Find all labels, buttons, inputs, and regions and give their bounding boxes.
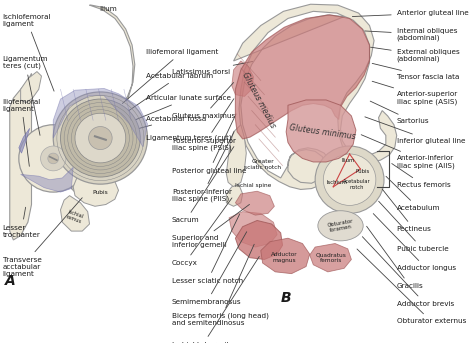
- Text: Lesser
trochanter: Lesser trochanter: [2, 207, 40, 238]
- Text: Iliofemoral ligament: Iliofemoral ligament: [122, 49, 218, 104]
- Text: Superior and
inferior gemelli: Superior and inferior gemelli: [172, 204, 249, 248]
- Polygon shape: [21, 167, 73, 192]
- Text: Gluteus minimus: Gluteus minimus: [289, 123, 356, 141]
- Polygon shape: [73, 174, 118, 206]
- Text: Sacrum: Sacrum: [172, 146, 234, 224]
- Circle shape: [323, 154, 376, 205]
- Polygon shape: [70, 5, 135, 196]
- Text: Ischial tuberosity: Ischial tuberosity: [172, 257, 259, 343]
- Circle shape: [53, 92, 147, 184]
- Polygon shape: [261, 238, 310, 274]
- Text: Tensor fascia lata: Tensor fascia lata: [372, 63, 459, 80]
- Text: Adductor longus: Adductor longus: [373, 214, 456, 271]
- Circle shape: [61, 99, 140, 177]
- Text: Anterior-superior
iliac spine (ASIS): Anterior-superior iliac spine (ASIS): [372, 81, 458, 105]
- Text: Coccyx: Coccyx: [172, 198, 232, 266]
- Text: Inferior gluteal line: Inferior gluteal line: [365, 117, 465, 144]
- Text: Obturator
foramen: Obturator foramen: [327, 218, 355, 233]
- Polygon shape: [53, 88, 147, 147]
- Polygon shape: [236, 221, 283, 259]
- Ellipse shape: [318, 211, 363, 241]
- Text: Latissimus dorsi: Latissimus dorsi: [172, 61, 253, 74]
- Circle shape: [89, 127, 112, 150]
- Text: Ischiofemoral
ligament: Ischiofemoral ligament: [2, 14, 54, 91]
- Polygon shape: [19, 128, 30, 153]
- Polygon shape: [234, 4, 397, 189]
- Polygon shape: [227, 125, 246, 187]
- Text: Gluteus medius: Gluteus medius: [240, 71, 277, 129]
- Circle shape: [19, 125, 88, 192]
- Text: Ischial spine: Ischial spine: [235, 182, 272, 188]
- Polygon shape: [286, 100, 356, 162]
- Circle shape: [48, 153, 59, 164]
- Text: Gluteus maximus: Gluteus maximus: [172, 83, 235, 119]
- Text: Adductor
magnus: Adductor magnus: [271, 252, 298, 263]
- Text: Articular lunate surface: Articular lunate surface: [119, 95, 231, 126]
- Text: Ligamentum teres (cut): Ligamentum teres (cut): [112, 135, 231, 144]
- Polygon shape: [236, 15, 370, 139]
- Polygon shape: [229, 212, 277, 247]
- Text: Acetabulum: Acetabulum: [386, 176, 440, 211]
- Text: Ligamentum
teres (cut): Ligamentum teres (cut): [2, 56, 48, 135]
- Polygon shape: [21, 72, 41, 103]
- Text: Adductor brevis: Adductor brevis: [362, 237, 454, 307]
- Text: Anterior gluteal line: Anterior gluteal line: [352, 10, 468, 16]
- Text: Gracilis: Gracilis: [366, 226, 423, 289]
- Text: Posterior-inferior
iliac spine (PIIS): Posterior-inferior iliac spine (PIIS): [172, 132, 234, 202]
- Text: Posterior gluteal line: Posterior gluteal line: [172, 114, 246, 174]
- Text: Pectineus: Pectineus: [382, 189, 431, 232]
- Text: Iliofemoral
ligament: Iliofemoral ligament: [2, 99, 41, 166]
- Text: Acetabular fossa: Acetabular fossa: [116, 116, 206, 135]
- Text: Lesser sciatic notch: Lesser sciatic notch: [172, 214, 243, 284]
- Polygon shape: [10, 73, 31, 240]
- Text: Rectus femoris: Rectus femoris: [392, 164, 450, 188]
- Text: Semimembranosus: Semimembranosus: [172, 232, 246, 305]
- Polygon shape: [310, 244, 351, 272]
- Text: Pubic tubercle: Pubic tubercle: [379, 201, 448, 252]
- Circle shape: [75, 113, 126, 163]
- Text: B: B: [281, 291, 292, 305]
- Text: Ilium: Ilium: [99, 6, 117, 12]
- Text: Posterior-superior
iliac spine (PSIS): Posterior-superior iliac spine (PSIS): [172, 99, 236, 151]
- Polygon shape: [61, 196, 90, 231]
- Polygon shape: [232, 61, 254, 96]
- Text: Biceps femoris (long head)
and semitendinosus: Biceps femoris (long head) and semitendi…: [172, 244, 269, 327]
- Text: Quadratus
femoris: Quadratus femoris: [316, 252, 347, 263]
- Circle shape: [315, 146, 384, 213]
- Text: External obliques
(abdominal): External obliques (abdominal): [371, 47, 459, 62]
- Text: Acetabular labrum: Acetabular labrum: [121, 73, 213, 116]
- Text: Ilium: Ilium: [341, 158, 355, 163]
- Circle shape: [41, 146, 66, 171]
- Text: Anterior-inferior
iliac spine (AIIS): Anterior-inferior iliac spine (AIIS): [361, 135, 455, 169]
- Polygon shape: [236, 191, 274, 215]
- Text: Ischium: Ischium: [327, 180, 347, 185]
- Text: Transverse
acctabular
ligament: Transverse acctabular ligament: [2, 198, 82, 276]
- Text: Pubis: Pubis: [92, 190, 108, 194]
- Text: A: A: [5, 274, 16, 288]
- Text: Pubis: Pubis: [355, 169, 369, 174]
- Text: Acetabular
notch: Acetabular notch: [343, 179, 371, 190]
- Text: Internal obliques
(abdominal): Internal obliques (abdominal): [365, 28, 457, 41]
- Text: Obturator externus: Obturator externus: [357, 249, 466, 324]
- Text: Ischial
ramus: Ischial ramus: [65, 209, 84, 225]
- Polygon shape: [227, 185, 243, 206]
- Text: Sartorius: Sartorius: [370, 101, 429, 124]
- Text: Greater
sciatic notch: Greater sciatic notch: [244, 159, 281, 170]
